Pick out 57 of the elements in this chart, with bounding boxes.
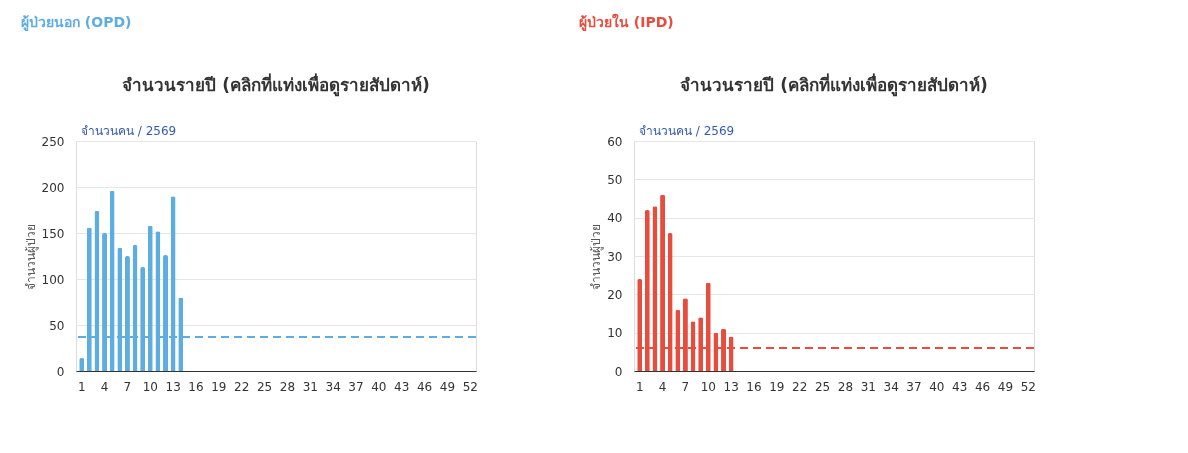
x-tick-label: 34 — [883, 379, 899, 394]
x-tick-label: 40 — [929, 379, 945, 394]
x-tick-label: 4 — [658, 379, 667, 394]
y-tick-label: 150 — [41, 226, 65, 241]
x-tick-label: 13 — [723, 379, 739, 394]
x-tick-label: 19 — [211, 379, 227, 394]
y-tick-label: 10 — [607, 326, 623, 341]
x-tick-label: 37 — [906, 379, 922, 394]
y-tick-label: 60 — [607, 134, 623, 149]
text: ผู้ป่วยนอก (OPD) — [21, 14, 132, 31]
x-tick-label: 40 — [371, 379, 387, 394]
x-tick-label: 22 — [792, 379, 808, 394]
x-tick-label: 10 — [700, 379, 716, 394]
y-tick-label: 100 — [41, 272, 65, 287]
x-tick-label: 43 — [394, 379, 410, 394]
x-tick-label: 7 — [123, 379, 132, 394]
y-tick-label: 0 — [614, 364, 623, 379]
y-axis-title: จำนวนผู้ป่วย — [23, 223, 39, 290]
x-tick-label: 52 — [1020, 379, 1036, 394]
x-tick-label: 16 — [746, 379, 762, 394]
y-tick-label: 50 — [49, 318, 65, 333]
x-tick-label: 52 — [462, 379, 478, 394]
x-tick-label: 31 — [860, 379, 876, 394]
chart-title: จำนวนรายปี (คลิกที่แท่งเพื่อดูรายสัปดาห์) — [680, 73, 988, 97]
x-tick-label: 25 — [256, 379, 273, 394]
x-tick-label: 49 — [439, 379, 456, 394]
x-tick-label: 1 — [77, 379, 86, 394]
text: จำนวนคน / 2569 — [639, 124, 735, 138]
y-tick-label: 40 — [607, 211, 623, 226]
y-tick-label: 30 — [607, 249, 623, 264]
x-tick-label: 31 — [302, 379, 318, 394]
x-tick-label: 13 — [165, 379, 181, 394]
y-tick-label: 250 — [41, 134, 65, 149]
x-tick-label: 22 — [234, 379, 250, 394]
x-tick-label: 10 — [142, 379, 158, 394]
x-tick-label: 16 — [188, 379, 204, 394]
x-tick-label: 28 — [279, 379, 296, 394]
x-tick-label: 46 — [974, 379, 991, 394]
x-tick-label: 4 — [100, 379, 109, 394]
y-tick-label: 0 — [56, 364, 65, 379]
x-tick-label: 43 — [952, 379, 968, 394]
x-tick-label: 37 — [348, 379, 364, 394]
y-tick-label: 20 — [607, 287, 623, 302]
y-tick-label: 50 — [607, 172, 623, 187]
x-tick-label: 7 — [681, 379, 690, 394]
chart-title: จำนวนรายปี (คลิกที่แท่งเพื่อดูรายสัปดาห์) — [122, 73, 430, 97]
text: ผู้ป่วยใน (IPD) — [579, 13, 674, 31]
x-tick-label: 46 — [416, 379, 433, 394]
text: จำนวนคน / 2569 — [81, 124, 177, 138]
y-tick-label: 200 — [41, 180, 65, 195]
x-tick-label: 1 — [635, 379, 644, 394]
x-tick-label: 28 — [837, 379, 854, 394]
x-tick-label: 25 — [814, 379, 831, 394]
x-tick-label: 19 — [769, 379, 785, 394]
y-axis-title: จำนวนผู้ป่วย — [589, 223, 605, 290]
x-tick-label: 34 — [325, 379, 341, 394]
x-tick-label: 49 — [997, 379, 1014, 394]
